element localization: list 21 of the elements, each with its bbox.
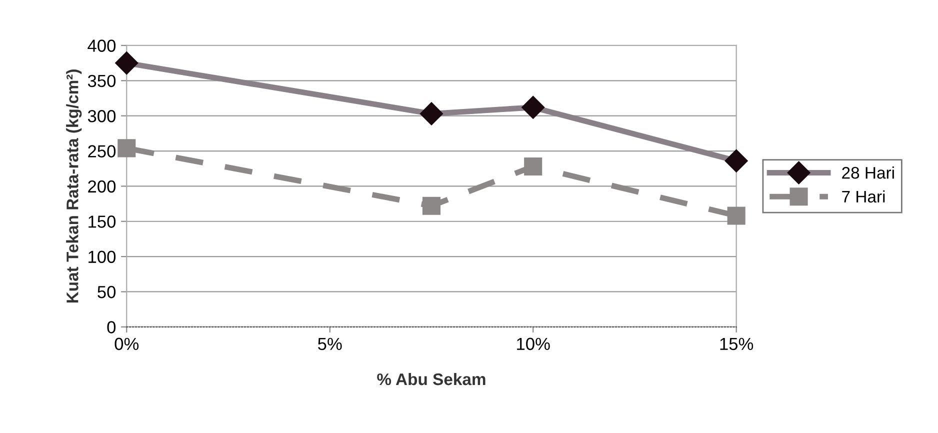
x-tick-label: 0% — [114, 338, 139, 350]
x-tick-label: 10% — [517, 338, 550, 350]
point — [118, 139, 136, 158]
y-tick-label: 250 — [88, 145, 116, 158]
point — [727, 206, 746, 225]
y-tick-label: 50 — [98, 286, 116, 298]
point — [422, 196, 441, 215]
y-tick-label: 200 — [88, 180, 116, 193]
y-tick-label: 300 — [88, 110, 116, 122]
x-tick-label: 5% — [318, 338, 342, 350]
x-tick-label: 15% — [720, 338, 754, 350]
x-axis-title: % Abu Sekam — [377, 372, 486, 386]
legend-label: 28 Hari — [842, 166, 894, 179]
y-tick-label: 100 — [88, 250, 116, 264]
legend-label: 7 Hari — [842, 190, 885, 203]
y-tick-label: 150 — [88, 216, 116, 228]
y-tick-label: 400 — [88, 40, 116, 52]
y-axis-title: Kuat Tekan Rata-rata (kg/cm²) — [66, 70, 82, 303]
y-tick-label: 350 — [88, 74, 116, 88]
y-tick-label: 0 — [107, 321, 116, 334]
point — [524, 157, 542, 176]
